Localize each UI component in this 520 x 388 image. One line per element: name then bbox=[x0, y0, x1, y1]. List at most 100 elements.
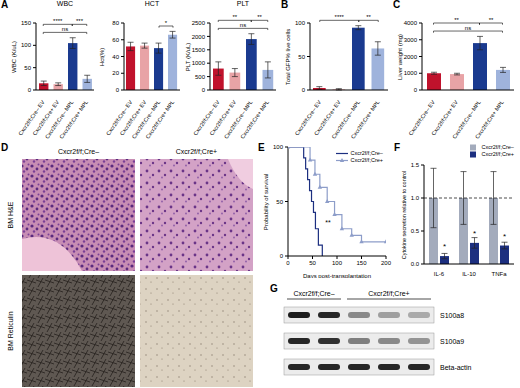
svg-text:ns: ns bbox=[62, 26, 68, 32]
svg-text:Cxcr2f/f;Cre+ EV: Cxcr2f/f;Cre+ EV bbox=[313, 99, 342, 137]
svg-text:2500: 2500 bbox=[192, 20, 206, 26]
svg-text:80: 80 bbox=[112, 20, 119, 26]
html-text:WBC: WBC bbox=[56, 0, 74, 7]
svg-text:Cxcr2f/f;Cre– MPL: Cxcr2f/f;Cre– MPL bbox=[451, 99, 482, 140]
svg-text:0: 0 bbox=[28, 87, 32, 93]
svg-text:50: 50 bbox=[276, 199, 283, 205]
html-text:Cxcr2f/f;Cre+: Cxcr2f/f;Cre+ bbox=[350, 157, 383, 164]
svg-text:BM H&E: BM H&E bbox=[7, 201, 14, 228]
svg-text:**: ** bbox=[489, 17, 494, 23]
svg-text:IL-10: IL-10 bbox=[462, 271, 476, 277]
svg-text:2000: 2000 bbox=[404, 54, 418, 60]
svg-text:Cxcr2f/f;Cre+ EV: Cxcr2f/f;Cre+ EV bbox=[430, 99, 459, 137]
svg-text:Cxcr2f/f;Cre+ MPL: Cxcr2f/f;Cre+ MPL bbox=[239, 99, 270, 140]
svg-text:S100a9: S100a9 bbox=[440, 338, 464, 345]
html-text:HCT: HCT bbox=[144, 0, 160, 7]
svg-text:****: **** bbox=[335, 14, 345, 20]
svg-text:500: 500 bbox=[195, 74, 206, 80]
html-text:WBC (K/uL): WBC (K/uL) bbox=[10, 40, 17, 73]
html-text:PLT (K/uL): PLT (K/uL) bbox=[184, 42, 191, 71]
svg-text:Cxcr2f/f;Cre–: Cxcr2f/f;Cre– bbox=[58, 148, 99, 155]
svg-text:Cxcr2f/f;Cre– MPL: Cxcr2f/f;Cre– MPL bbox=[330, 99, 362, 140]
html-text:Hct(%): Hct(%) bbox=[98, 47, 105, 66]
svg-text:Cxcr2f/f;Cre– MPL: Cxcr2f/f;Cre– MPL bbox=[223, 99, 254, 139]
svg-text:Cxcr2f/f;Cre+ MPL: Cxcr2f/f;Cre+ MPL bbox=[474, 99, 505, 140]
html-text:Probability of survival: Probability of survival bbox=[262, 173, 269, 230]
svg-text:IL-6: IL-6 bbox=[434, 271, 445, 277]
svg-text:Cxcr2f/f;Cre– EV: Cxcr2f/f;Cre– EV bbox=[293, 99, 323, 137]
svg-text:200: 200 bbox=[381, 260, 392, 266]
svg-text:50: 50 bbox=[309, 260, 316, 266]
html-text:Cytokine secretion relative to: Cytokine secretion relative to control bbox=[400, 170, 407, 259]
svg-text:*: * bbox=[165, 20, 168, 26]
svg-text:1500: 1500 bbox=[192, 47, 206, 53]
svg-text:Cxcr2f/f;Cre+ EV: Cxcr2f/f;Cre+ EV bbox=[118, 99, 148, 137]
svg-text:150: 150 bbox=[21, 20, 32, 26]
svg-text:150: 150 bbox=[356, 260, 367, 266]
svg-text:*: * bbox=[473, 229, 476, 238]
svg-text:ns: ns bbox=[240, 22, 246, 28]
svg-text:****: **** bbox=[53, 18, 63, 24]
svg-text:Cxcr2f/f;Cre+ MPL: Cxcr2f/f;Cre+ MPL bbox=[144, 99, 175, 140]
svg-text:**: ** bbox=[232, 14, 237, 20]
svg-text:*: * bbox=[503, 232, 506, 241]
svg-text:4000: 4000 bbox=[404, 20, 418, 26]
html-text:D: D bbox=[1, 142, 9, 153]
svg-text:BM Reticulin: BM Reticulin bbox=[7, 311, 14, 350]
svg-text:***: *** bbox=[76, 18, 84, 24]
html-text:B: B bbox=[281, 0, 289, 10]
svg-text:**: ** bbox=[257, 14, 262, 20]
svg-text:**: ** bbox=[454, 17, 459, 23]
svg-text:Cxcr2f/f;Cre– MPL: Cxcr2f/f;Cre– MPL bbox=[43, 99, 75, 140]
svg-text:1.5: 1.5 bbox=[411, 162, 420, 168]
svg-text:1.0: 1.0 bbox=[411, 195, 420, 201]
html-text:PLT: PLT bbox=[236, 0, 250, 7]
svg-text:0.5: 0.5 bbox=[411, 228, 420, 234]
html-text:G: G bbox=[270, 283, 278, 294]
svg-text:40: 40 bbox=[112, 54, 119, 60]
svg-text:Cxcr2f/f;Cre– MPL: Cxcr2f/f;Cre– MPL bbox=[130, 99, 162, 140]
svg-text:100: 100 bbox=[332, 260, 343, 266]
svg-text:50: 50 bbox=[298, 54, 305, 60]
svg-text:Beta-actin: Beta-actin bbox=[440, 364, 472, 371]
svg-text:0: 0 bbox=[302, 87, 306, 93]
svg-text:3000: 3000 bbox=[404, 37, 418, 43]
svg-text:S100a8: S100a8 bbox=[440, 312, 464, 319]
svg-text:1000: 1000 bbox=[404, 70, 418, 76]
svg-text:100: 100 bbox=[21, 42, 32, 48]
svg-text:0: 0 bbox=[280, 253, 284, 259]
svg-text:2000: 2000 bbox=[192, 34, 206, 40]
svg-text:1000: 1000 bbox=[192, 60, 206, 66]
svg-text:ns: ns bbox=[465, 25, 471, 31]
svg-text:60: 60 bbox=[112, 37, 119, 43]
html-text:Cxcr2f/f;Cre+: Cxcr2f/f;Cre+ bbox=[481, 151, 514, 158]
svg-text:Cxcr2f/f;Cre– EV: Cxcr2f/f;Cre– EV bbox=[104, 99, 134, 137]
svg-text:Cxcr2f/f;Cre– EV: Cxcr2f/f;Cre– EV bbox=[17, 99, 46, 137]
svg-text:Cxcr2f/f;Cre+: Cxcr2f/f;Cre+ bbox=[176, 148, 217, 155]
svg-text:Cxcr2f/f;Cre+ MPL: Cxcr2f/f;Cre+ MPL bbox=[58, 99, 89, 140]
svg-text:Cxcr2f/f;Cre– EV: Cxcr2f/f;Cre– EV bbox=[192, 99, 221, 137]
svg-text:Cxcr2f/f;Cre+ MPL: Cxcr2f/f;Cre+ MPL bbox=[350, 99, 381, 140]
svg-text:50: 50 bbox=[24, 65, 31, 71]
svg-text:Cxcr2f/f;Cre+ EV: Cxcr2f/f;Cre+ EV bbox=[208, 99, 238, 137]
html-text:Total GFP% live cells: Total GFP% live cells bbox=[284, 28, 291, 85]
svg-text:0.0: 0.0 bbox=[411, 261, 420, 267]
svg-text:TNFa: TNFa bbox=[492, 271, 508, 277]
html-text:A: A bbox=[1, 0, 9, 10]
svg-text:0: 0 bbox=[202, 87, 206, 93]
svg-text:20: 20 bbox=[112, 70, 119, 76]
svg-text:Cxcr2f/f;Cre+: Cxcr2f/f;Cre+ bbox=[368, 290, 409, 297]
svg-text:100: 100 bbox=[273, 144, 284, 150]
html-text:C: C bbox=[393, 0, 401, 10]
svg-text:0: 0 bbox=[116, 87, 120, 93]
svg-text:100: 100 bbox=[295, 20, 306, 26]
svg-text:Cxcr2f/f;Cre–: Cxcr2f/f;Cre– bbox=[293, 290, 334, 297]
svg-text:0: 0 bbox=[286, 260, 290, 266]
svg-text:Cxcr2f/f;Cre+ EV: Cxcr2f/f;Cre+ EV bbox=[31, 99, 61, 137]
svg-text:0: 0 bbox=[414, 87, 418, 93]
svg-text:Cxcr2f/f;Cre– EV: Cxcr2f/f;Cre– EV bbox=[407, 99, 436, 137]
svg-text:Days post-transplantation: Days post-transplantation bbox=[303, 273, 371, 278]
svg-text:**: ** bbox=[366, 14, 371, 20]
svg-text:*: * bbox=[443, 242, 446, 251]
html-text:Liver weight (mg): Liver weight (mg) bbox=[396, 33, 403, 80]
